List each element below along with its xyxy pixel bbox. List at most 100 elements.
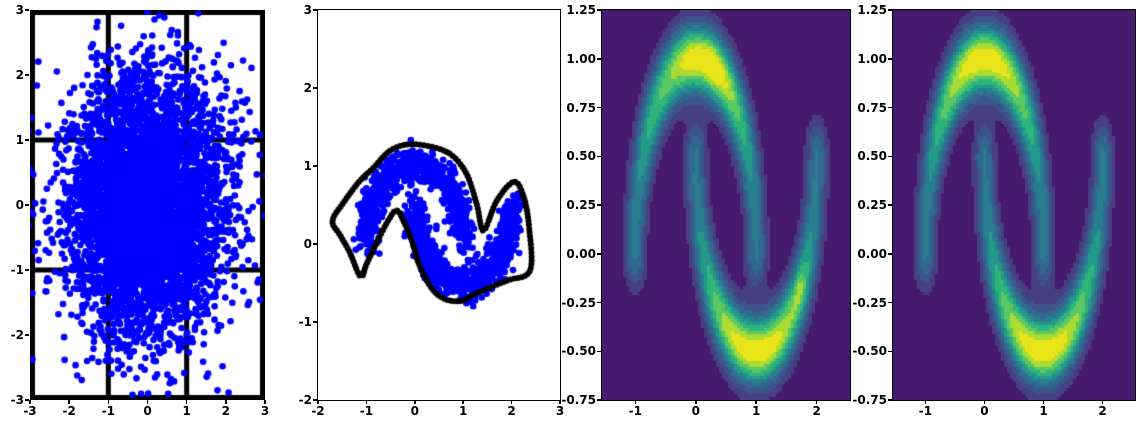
x-tick-mark [755,400,757,404]
y-tick-label: -2 [298,393,312,407]
x-tick-label: 0 [691,404,700,418]
x-tick-label: 1 [752,404,761,418]
y-tick-mark [888,9,892,11]
x-tick-label: 2 [812,404,821,418]
y-tick-label: 1 [15,133,24,147]
y-tick-label: 0.25 [857,198,887,212]
y-tick-mark [597,155,601,157]
two-moons-scatter-canvas [318,10,560,400]
base-distribution-canvas [30,10,265,400]
y-tick-label: -1 [298,315,312,329]
x-tick-mark [68,400,70,404]
y-tick-label: 1.00 [857,51,887,66]
x-tick-label: -1 [918,404,933,418]
x-tick-label: 3 [260,404,270,418]
y-tick-mark [313,243,317,245]
x-tick-label: -2 [62,404,76,418]
x-tick-mark [264,400,266,404]
y-tick-label: 1 [303,159,312,173]
x-tick-mark [185,400,188,404]
y-tick-mark [313,321,317,323]
y-tick-mark [597,58,601,60]
y-tick-label: 0.00 [857,246,887,261]
y-tick-label: 2 [15,68,24,82]
x-tick-mark [815,400,818,404]
y-tick-label: 0.75 [857,100,887,115]
x-tick-mark [510,400,513,404]
panel-base-distribution: -3 -2 -1 0 1 2 3 3 2 1 0 -1 -2 -3 [11,3,270,418]
y-tick-mark [25,269,29,271]
x-tick-mark [1042,400,1045,404]
y-tick-label: -0.25 [852,295,887,310]
x-tick-mark [1101,400,1104,404]
y-tick-mark [313,165,317,167]
x-tick-mark [29,400,31,404]
x-tick-label: -3 [23,404,37,418]
x-tick-mark [983,400,986,404]
y-tick-label: -0.50 [852,344,887,359]
y-tick-label: -1 [10,263,24,277]
x-tick-label: 2 [1098,404,1107,418]
y-tick-label: -2 [10,328,24,342]
x-tick-label: 0 [143,404,152,418]
y-tick-label: 3 [15,3,24,17]
true-density-canvas [893,10,1135,400]
y-tick-label: 3 [303,3,312,17]
y-tick-mark [25,334,29,336]
y-tick-label: 1.25 [566,3,596,17]
x-tick-mark [365,400,368,404]
panel-learned-density: -1 0 1 2 1.25 1.00 0.75 0.50 0.25 0.00 -0.25 -0.50 -… [561,3,851,418]
learned-density-canvas [602,10,850,400]
y-tick-mark [313,9,317,11]
y-tick-mark [597,350,601,352]
y-tick-mark [888,399,892,401]
y-tick-label: -0.50 [561,344,596,359]
y-tick-label: 2 [303,81,312,95]
y-tick-mark [25,399,29,401]
x-tick-label: 0 [980,404,989,418]
x-tick-label: 2 [221,404,230,418]
y-tick-label: 0 [15,198,24,212]
y-tick-label: 0 [303,237,312,251]
x-tick-label: 2 [507,404,516,418]
y-tick-mark [888,204,892,206]
y-tick-label: 0.50 [857,149,887,164]
y-tick-mark [25,74,29,76]
y-tick-mark [888,253,892,255]
x-tick-label: -1 [628,404,642,418]
y-tick-mark [25,9,29,11]
x-tick-mark [634,400,637,404]
y-tick-label: -3 [10,393,24,407]
y-tick-mark [597,106,601,109]
x-tick-label: 3 [555,404,565,418]
x-tick-label: -1 [359,404,374,418]
x-tick-mark [695,400,697,404]
x-tick-mark [317,400,319,404]
x-tick-label: 1 [459,404,468,418]
y-tick-label: 0.50 [566,149,596,164]
x-tick-mark [225,400,227,404]
y-tick-mark [597,204,601,206]
y-tick-label: -0.75 [561,393,596,407]
y-tick-mark [888,155,892,157]
x-tick-mark [107,400,110,404]
y-tick-mark [888,106,892,109]
y-tick-label: -0.75 [852,393,887,407]
y-tick-mark [25,139,29,141]
x-tick-mark [924,400,927,404]
y-tick-mark [313,87,317,89]
y-tick-label: 1.00 [566,51,596,66]
y-tick-mark [597,399,601,401]
y-tick-mark [313,399,317,401]
y-tick-mark [25,204,29,206]
y-tick-mark [597,301,601,304]
y-tick-mark [597,253,601,255]
x-tick-mark [414,400,416,404]
x-tick-label: -1 [101,404,115,418]
y-tick-label: -0.25 [561,295,596,310]
panel-true-density: -1 0 1 2 1.25 1.00 0.75 0.50 0.25 0.00 -0.25 -0.50 -… [852,3,1136,418]
y-tick-label: 0.00 [566,246,596,261]
y-tick-label: 0.75 [566,100,596,115]
y-tick-mark [597,9,601,11]
